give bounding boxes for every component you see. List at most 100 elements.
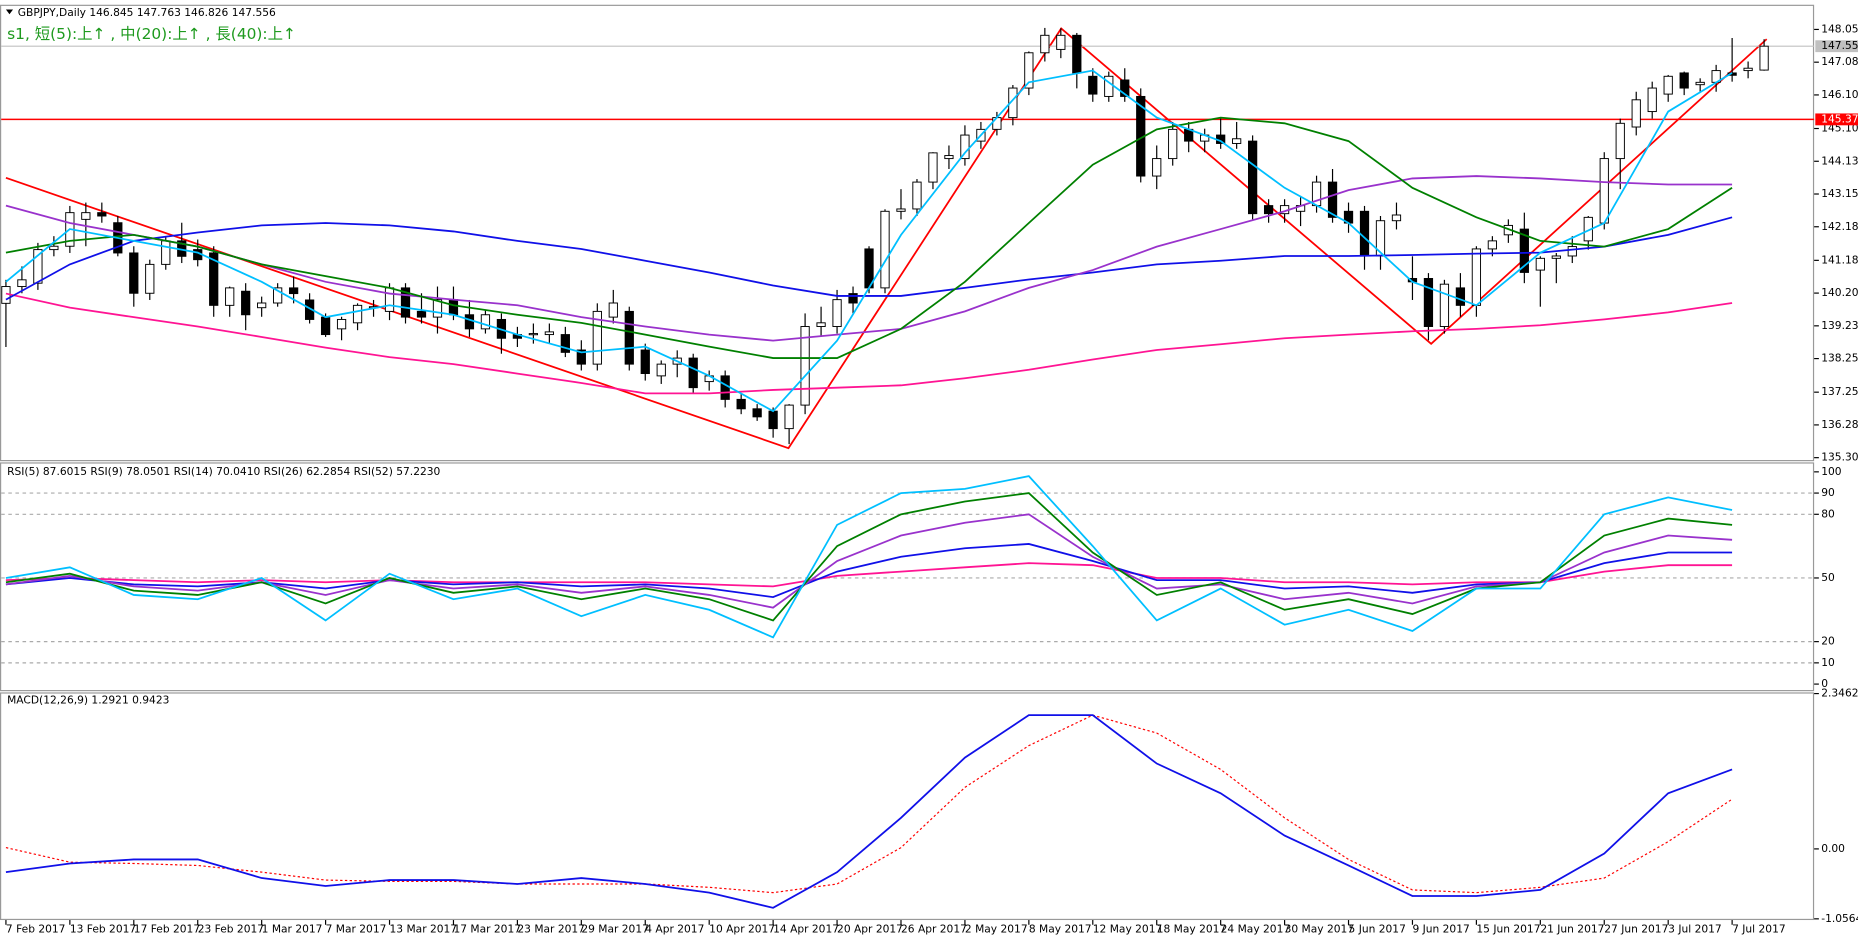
candle-body bbox=[1088, 75, 1098, 95]
price-line-label-box bbox=[1815, 113, 1858, 126]
candle-body bbox=[960, 134, 970, 160]
candle-body bbox=[880, 210, 890, 289]
x-tick-label: 1 Mar 2017 bbox=[262, 923, 323, 936]
x-tick-label: 21 Jun 2017 bbox=[1540, 923, 1604, 936]
candle-body bbox=[1599, 158, 1609, 224]
x-tick-label: 23 Feb 2017 bbox=[198, 923, 264, 936]
x-tick-label: 4 Apr 2017 bbox=[645, 923, 704, 936]
candle-body bbox=[1455, 287, 1466, 306]
candle-body bbox=[145, 263, 155, 294]
candle-body bbox=[209, 252, 219, 306]
candle-body bbox=[1679, 72, 1689, 89]
y-tick-label: 2.3462 bbox=[1821, 687, 1858, 700]
rsi-title: RSI(5) 87.6015 RSI(9) 78.0501 RSI(14) 70… bbox=[7, 465, 440, 478]
x-tick-label: 17 Mar 2017 bbox=[453, 923, 521, 936]
x-tick-label: 3 Jul 2017 bbox=[1668, 923, 1722, 936]
indicator-line bbox=[5, 714, 1733, 909]
candle-body bbox=[832, 299, 842, 327]
x-tick-label: 7 Jul 2017 bbox=[1732, 923, 1786, 936]
candle-body bbox=[1152, 158, 1162, 177]
candle-body bbox=[1471, 248, 1482, 306]
y-tick-label: 10 bbox=[1821, 656, 1835, 669]
candle-body bbox=[1040, 34, 1050, 54]
x-tick-label: 5 Jun 2017 bbox=[1349, 923, 1406, 936]
candle-body bbox=[1567, 246, 1577, 257]
y-tick-label: 139.230 bbox=[1821, 319, 1858, 332]
x-tick-label: 7 Feb 2017 bbox=[6, 923, 66, 936]
candle-body bbox=[1663, 75, 1673, 95]
x-tick-label: 9 Jun 2017 bbox=[1412, 923, 1469, 936]
x-tick-label: 26 Apr 2017 bbox=[901, 923, 967, 936]
candle-body bbox=[1248, 140, 1258, 215]
candle-body bbox=[1695, 81, 1705, 86]
x-tick-label: 17 Feb 2017 bbox=[134, 923, 200, 936]
candle-body bbox=[1391, 214, 1402, 222]
candle-body bbox=[1551, 255, 1561, 259]
candle-body bbox=[848, 293, 858, 304]
y-tick-label: 148.055 bbox=[1821, 22, 1858, 35]
candle-body bbox=[416, 310, 427, 318]
candle-body bbox=[768, 410, 778, 430]
y-tick-label: 146.105 bbox=[1821, 88, 1858, 101]
candle-body bbox=[608, 302, 618, 318]
candle-body bbox=[1423, 278, 1434, 327]
x-tick-label: 14 Apr 2017 bbox=[773, 923, 839, 936]
y-tick-label: 141.180 bbox=[1821, 253, 1858, 266]
rsi-panel bbox=[0, 462, 1815, 692]
chart-subtitle: s1, 短(5):上↑ , 中(20):上↑ , 長(40):上↑ bbox=[7, 25, 296, 43]
candle-body bbox=[1727, 72, 1737, 76]
candle-body bbox=[17, 279, 27, 288]
candle-body bbox=[896, 208, 906, 212]
indicator-line bbox=[5, 492, 1733, 622]
candle-body bbox=[800, 326, 810, 406]
candle-body bbox=[544, 331, 554, 336]
candle-body bbox=[1439, 283, 1450, 327]
candle-body bbox=[656, 363, 666, 377]
candle-body bbox=[1487, 240, 1498, 250]
menu-arrow bbox=[5, 9, 14, 15]
candle-body bbox=[1056, 34, 1066, 50]
y-tick-label: -1.0564 bbox=[1821, 912, 1858, 925]
y-tick-label: 140.205 bbox=[1821, 286, 1858, 299]
candle-body bbox=[1519, 228, 1529, 273]
candle-body bbox=[289, 287, 299, 295]
candle-body bbox=[352, 304, 363, 324]
x-tick-label: 30 May 2017 bbox=[1285, 923, 1354, 936]
x-tick-label: 10 Apr 2017 bbox=[709, 923, 775, 936]
candle-body bbox=[816, 322, 826, 327]
candle-body bbox=[97, 212, 107, 217]
x-tick-label: 7 Mar 2017 bbox=[326, 923, 387, 936]
macd-panel bbox=[0, 692, 1815, 921]
indicator-line bbox=[5, 543, 1733, 598]
candle-body bbox=[49, 245, 59, 251]
x-tick-label: 8 May 2017 bbox=[1029, 923, 1092, 936]
candle-body bbox=[1647, 87, 1657, 113]
y-tick-label: 20 bbox=[1821, 635, 1835, 648]
candle-body bbox=[992, 117, 1002, 130]
candle-body bbox=[432, 299, 443, 318]
candle-body bbox=[464, 314, 475, 330]
candle-body bbox=[784, 404, 794, 430]
y-tick-label: 100 bbox=[1821, 465, 1842, 478]
candle-body bbox=[1535, 257, 1545, 271]
y-tick-label: 90 bbox=[1821, 486, 1835, 499]
indicator-line bbox=[5, 714, 1733, 894]
indicator-line bbox=[5, 116, 1733, 359]
candle-body bbox=[320, 316, 331, 336]
candle-body bbox=[1263, 205, 1274, 215]
y-tick-label: 0 bbox=[1821, 677, 1828, 690]
candle-body bbox=[1327, 181, 1338, 218]
candle-body bbox=[640, 349, 650, 375]
candle-body bbox=[1120, 79, 1130, 97]
x-tick-label: 18 May 2017 bbox=[1157, 923, 1226, 936]
candle-body bbox=[161, 240, 171, 265]
candle-body bbox=[1024, 52, 1034, 89]
candle-body bbox=[1743, 67, 1753, 72]
y-tick-label: 136.280 bbox=[1821, 418, 1858, 431]
indicator-line bbox=[5, 562, 1733, 588]
candle-body bbox=[257, 302, 267, 309]
candle-body bbox=[688, 357, 698, 389]
candle-body bbox=[336, 318, 347, 330]
